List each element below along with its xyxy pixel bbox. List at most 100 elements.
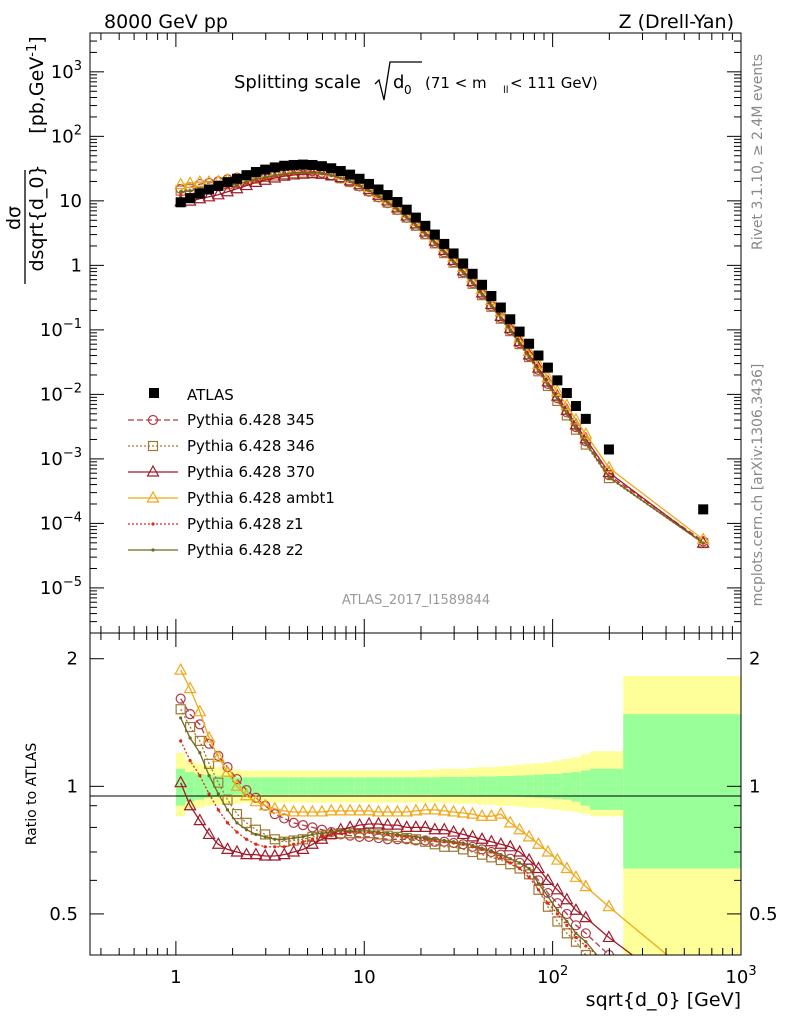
ratio-point-346 xyxy=(467,846,478,858)
series-point-370 xyxy=(221,184,235,197)
series-point-ambt1 xyxy=(602,460,616,473)
ratio-point-z1 xyxy=(320,835,324,839)
atlas-point xyxy=(495,302,506,313)
ratio-point-z2 xyxy=(320,831,324,835)
ratio-point-z2 xyxy=(329,830,333,834)
stat-band xyxy=(373,777,384,795)
series-point-z2 xyxy=(555,397,559,401)
ratio-point-ambt1 xyxy=(569,870,583,882)
stat-band xyxy=(590,768,624,810)
atlas-point xyxy=(448,248,459,259)
atlas-point xyxy=(698,504,709,515)
stat-band xyxy=(364,777,374,795)
ratio-point-ambt1 xyxy=(494,806,508,819)
stat-band xyxy=(420,777,431,795)
series-line-z1 xyxy=(180,172,704,544)
series-point-z2 xyxy=(607,475,611,479)
plot-title-cut: (71 < m xyxy=(425,74,487,92)
y-tick-label-main: 10−4 xyxy=(40,510,82,534)
stat-band xyxy=(623,714,741,869)
ratio-point-z2 xyxy=(254,832,258,837)
ratio-point-ambt1 xyxy=(371,804,386,817)
x-tick-label: 102 xyxy=(537,964,568,988)
analysis-id: ATLAS_2017_I1589844 xyxy=(342,593,490,608)
legend-marker-345 xyxy=(147,414,159,426)
plot-title: Splitting scale d 0 (71 < m ll < 111 GeV… xyxy=(234,61,598,101)
side-mcplots: mcplots.cern.ch [arXiv:1306.3436] xyxy=(750,364,766,607)
atlas-point xyxy=(288,159,299,170)
ratio-point-370 xyxy=(569,903,583,915)
stat-band xyxy=(185,772,195,802)
ratio-point-z2 xyxy=(584,940,588,944)
ratio-point-ambt1 xyxy=(550,852,564,865)
ratio-point-370 xyxy=(428,822,442,835)
y-tick-label-ratio-right: 0.5 xyxy=(749,904,778,925)
ratio-point-370 xyxy=(400,820,414,833)
ratio-point-z1 xyxy=(235,830,239,834)
ratio-point-z1 xyxy=(518,866,522,871)
ratio-point-z1 xyxy=(263,845,267,849)
axis-tick-labels: 1 10 102 10310310210110−110−210−310−410−50.… xyxy=(40,59,778,988)
ratio-point-z2 xyxy=(216,792,220,796)
ratio-point-370 xyxy=(484,834,498,847)
ratio-point-z1 xyxy=(508,861,512,865)
atlas-point xyxy=(250,167,261,178)
ratio-point-z2 xyxy=(555,908,559,912)
ratio-point-z1 xyxy=(198,773,202,778)
ratio-point-z2 xyxy=(414,835,418,839)
atlas-point xyxy=(439,238,450,249)
stat-band xyxy=(307,777,318,795)
series-point-ambt1 xyxy=(569,412,583,425)
ratio-point-370 xyxy=(550,882,564,895)
stat-band xyxy=(223,776,233,796)
series-point-ambt1 xyxy=(183,176,197,188)
atlas-point xyxy=(420,220,431,231)
stat-band xyxy=(194,773,204,800)
stat-band xyxy=(402,777,412,795)
stat-band xyxy=(486,776,497,796)
ratio-series xyxy=(174,662,669,955)
series-point-z2 xyxy=(263,175,267,179)
atlas-point xyxy=(222,177,233,188)
stat-band xyxy=(561,773,572,800)
ratio-point-z2 xyxy=(273,837,277,841)
ratio-point-ambt1 xyxy=(602,899,616,912)
series-point-ambt1 xyxy=(531,357,545,369)
ylabel-ratio: Ratio to ATLAS xyxy=(24,743,40,846)
ratio-point-370 xyxy=(409,820,423,833)
legend-marker-ambt1 xyxy=(146,490,160,503)
stat-band xyxy=(326,777,337,795)
ratio-point-ambt1 xyxy=(287,804,301,817)
ratio-point-z1 xyxy=(179,739,183,743)
ratio-point-z2 xyxy=(282,837,286,841)
series-point-z2 xyxy=(433,241,437,245)
y-tick-label-main: 10−3 xyxy=(40,446,82,470)
series-point-z2 xyxy=(292,171,296,175)
ratio-point-z1 xyxy=(282,845,286,849)
ratio-point-346 xyxy=(231,808,243,820)
ratio-point-370 xyxy=(513,844,527,857)
atlas-point xyxy=(429,229,440,240)
series-point-z2 xyxy=(536,368,541,372)
y-tick-label-ratio-left: 0.5 xyxy=(49,904,78,925)
ratio-point-z2 xyxy=(310,832,315,837)
ratio-point-370 xyxy=(437,822,451,835)
atlas-point xyxy=(505,314,516,325)
series-point-370 xyxy=(202,189,216,202)
ratio-point-370 xyxy=(531,861,545,874)
ratio-point-ambt1 xyxy=(390,804,404,817)
atlas-point xyxy=(279,160,290,171)
stat-band xyxy=(354,777,365,795)
stat-band xyxy=(345,777,355,795)
atlas-point xyxy=(307,159,318,170)
ratio-point-ambt1 xyxy=(503,815,517,828)
series-point-z2 xyxy=(414,223,418,227)
ratio-point-ambt1 xyxy=(437,803,451,816)
ratio-point-z2 xyxy=(244,828,249,832)
series-point-z2 xyxy=(480,292,484,296)
atlas-point xyxy=(364,178,375,189)
ratio-point-z1 xyxy=(292,842,296,846)
stat-band xyxy=(279,777,289,795)
stat-band xyxy=(270,777,280,795)
